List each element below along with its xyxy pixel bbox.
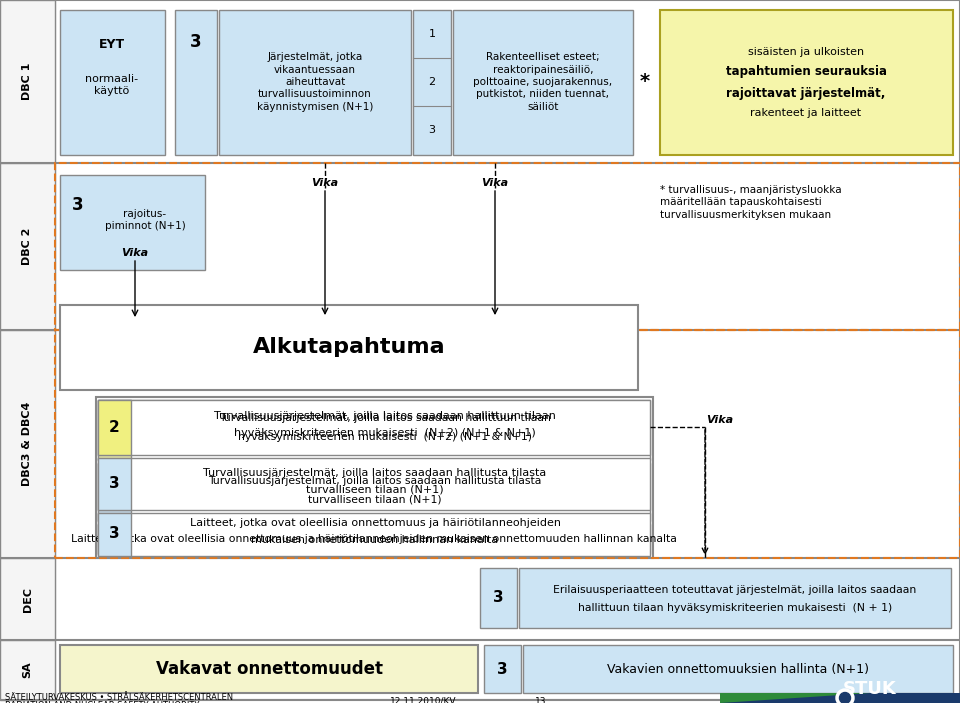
Text: 3: 3: [108, 477, 119, 491]
Text: Turvallisuusjärjestelmät, joilla laitos saadaan hallittuun tilaan: Turvallisuusjärjestelmät, joilla laitos …: [219, 413, 551, 423]
Bar: [480, 568, 517, 628]
Bar: [98, 513, 650, 556]
Text: Vika: Vika: [481, 178, 509, 188]
Text: Laitteet, jotka ovat oleellisia onnettomuus ja häiriötilanneohjeiden: Laitteet, jotka ovat oleellisia onnettom…: [189, 518, 561, 528]
Text: normaali-
käyttö: normaali- käyttö: [85, 74, 138, 96]
Text: Vika: Vika: [311, 178, 339, 188]
Bar: [0, 558, 55, 640]
Text: 1: 1: [428, 29, 436, 39]
Text: 3: 3: [108, 530, 120, 548]
Bar: [98, 463, 650, 521]
Text: 3: 3: [108, 483, 120, 501]
Text: hallittuun tilaan hyväksymiskriteerien mukaisesti  (N + 1): hallittuun tilaan hyväksymiskriteerien m…: [578, 603, 892, 613]
Text: rajoitus-
piminnot (N+1): rajoitus- piminnot (N+1): [105, 209, 185, 231]
Text: 2: 2: [108, 421, 120, 439]
Bar: [98, 400, 650, 455]
Text: hyväksymiskriteerien mukaisesti  (N+2) (N+1 & N+1): hyväksymiskriteerien mukaisesti (N+2) (N…: [238, 432, 532, 442]
Bar: [60, 175, 205, 270]
Text: sisäisten ja ulkoisten: sisäisten ja ulkoisten: [748, 47, 864, 57]
Text: hyväksymiskriteerien mukaisesti  (N+2) (N+1 & N+1): hyväksymiskriteerien mukaisesti (N+2) (N…: [234, 428, 536, 438]
Bar: [60, 10, 165, 155]
Text: rajoittavat järjestelmät,: rajoittavat järjestelmät,: [727, 86, 886, 100]
Bar: [453, 10, 633, 155]
Bar: [98, 458, 131, 510]
Text: 2: 2: [428, 77, 436, 87]
Text: Laitteet, jotka ovat oleellisia onnettomuus ja häiriötilanneohjeiden mukaisen on: Laitteet, jotka ovat oleellisia onnettom…: [71, 534, 677, 544]
Circle shape: [839, 692, 851, 703]
Bar: [0, 700, 750, 703]
Bar: [98, 524, 650, 554]
Text: Vika: Vika: [707, 415, 733, 425]
Bar: [484, 645, 521, 693]
Text: SA: SA: [22, 662, 33, 678]
Bar: [60, 645, 478, 693]
Text: Järjestelmät, jotka
vikaantuessaan
aiheuttavat
turvallisuustoiminnon
käynnistymi: Järjestelmät, jotka vikaantuessaan aiheu…: [257, 52, 373, 112]
Bar: [98, 400, 131, 455]
Text: rakenteet ja laitteet: rakenteet ja laitteet: [751, 108, 861, 118]
Text: tapahtumien seurauksia: tapahtumien seurauksia: [726, 65, 886, 79]
Bar: [219, 10, 411, 155]
Bar: [0, 640, 55, 700]
Circle shape: [836, 689, 854, 703]
Text: 12.11.2010/KV: 12.11.2010/KV: [390, 697, 457, 703]
Text: 3: 3: [492, 591, 503, 605]
Text: * turvallisuus-, maanjäristysluokka
määritellään tapauskohtaisesti
turvallisuusm: * turvallisuus-, maanjäristysluokka määr…: [660, 185, 842, 220]
Bar: [98, 463, 131, 521]
Text: Rakenteelliset esteet;
reaktoripainesäiliö,
polttoaine, suojarakennus,
putkistot: Rakenteelliset esteet; reaktoripainesäil…: [473, 52, 612, 112]
Text: 3: 3: [496, 662, 507, 676]
Text: 3: 3: [190, 33, 202, 51]
Text: DBC 1: DBC 1: [22, 63, 33, 101]
Bar: [0, 330, 55, 558]
Text: turvalliseen tilaan (N+1): turvalliseen tilaan (N+1): [308, 495, 442, 505]
Text: Alkutapahtuma: Alkutapahtuma: [252, 337, 445, 357]
Text: EYT: EYT: [99, 39, 125, 51]
Text: DBC3 & DBC4: DBC3 & DBC4: [22, 402, 33, 486]
Text: turvalliseen tilaan (N+1): turvalliseen tilaan (N+1): [306, 485, 444, 495]
Bar: [175, 10, 217, 155]
Bar: [98, 400, 650, 460]
Bar: [519, 568, 951, 628]
Bar: [96, 397, 653, 558]
Text: STUK: STUK: [843, 680, 897, 698]
Text: Vika: Vika: [121, 248, 149, 258]
Text: Vakavien onnettomuuksien hallinta (N+1): Vakavien onnettomuuksien hallinta (N+1): [607, 662, 869, 676]
Bar: [98, 513, 131, 556]
Bar: [660, 10, 953, 155]
Text: DEC: DEC: [22, 586, 33, 612]
Text: Vakavat onnettomuudet: Vakavat onnettomuudet: [156, 660, 382, 678]
Bar: [60, 305, 638, 390]
Bar: [0, 163, 55, 330]
Bar: [98, 524, 131, 554]
Text: 13: 13: [535, 697, 546, 703]
Text: 3: 3: [72, 196, 84, 214]
Text: 2: 2: [108, 420, 119, 434]
Polygon shape: [720, 693, 870, 703]
Bar: [413, 10, 451, 155]
Text: Turvallisuusjärjestelmät, joilla laitos saadaan hallittuun tilaan: Turvallisuusjärjestelmät, joilla laitos …: [214, 411, 556, 421]
Bar: [0, 0, 55, 163]
Bar: [55, 163, 960, 330]
Text: Erilaisuusperiaatteen toteuttavat järjestelmät, joilla laitos saadaan: Erilaisuusperiaatteen toteuttavat järjes…: [553, 585, 917, 595]
Bar: [98, 458, 650, 510]
Text: SÄTEILYTURVAKESKUS • STRÅLSÄKERHETSCENTRALEN: SÄTEILYTURVAKESKUS • STRÅLSÄKERHETSCENTR…: [5, 693, 233, 702]
Text: DBC 2: DBC 2: [22, 228, 33, 265]
Text: RADIATION AND NUCLEAR SAFETY AUTHORITY: RADIATION AND NUCLEAR SAFETY AUTHORITY: [5, 701, 200, 703]
Text: 3: 3: [428, 125, 436, 135]
Text: Turvallisuusjärjestelmät, joilla laitos saadaan hallitusta tilasta: Turvallisuusjärjestelmät, joilla laitos …: [204, 468, 546, 478]
Text: Turvallisuusjärjestelmät, joilla laitos saadaan hallitusta tilasta: Turvallisuusjärjestelmät, joilla laitos …: [208, 476, 541, 486]
Bar: [720, 693, 960, 703]
Text: *: *: [640, 72, 650, 91]
Text: 3: 3: [108, 527, 119, 541]
Bar: [55, 330, 960, 558]
Bar: [523, 645, 953, 693]
Text: mukaisen onnettomuuden hallinnan kanalta: mukaisen onnettomuuden hallinnan kanalta: [252, 535, 498, 545]
Bar: [98, 400, 131, 460]
